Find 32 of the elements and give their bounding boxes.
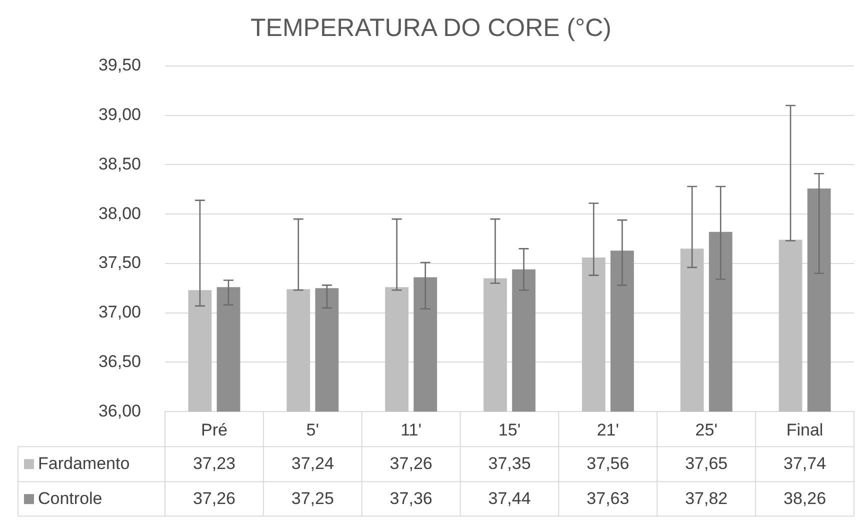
data-label: 37,24 [291, 454, 334, 473]
y-tick-label: 38,00 [98, 204, 141, 223]
y-tick-label: 39,00 [98, 105, 141, 124]
data-label: 37,56 [586, 454, 630, 473]
y-tick-label: 37,50 [98, 253, 141, 272]
x-tick-label: Pré [200, 420, 228, 440]
x-tick-label: 21' [596, 420, 620, 440]
data-label: 37,35 [488, 454, 531, 473]
data-label: 37,36 [390, 488, 432, 508]
y-tick-label: 36,00 [98, 401, 141, 420]
x-tick-label: 5' [306, 420, 319, 440]
x-tick-label: 15' [498, 420, 521, 440]
x-tick-label: 25' [695, 420, 718, 440]
data-label: 37,65 [685, 454, 728, 473]
data-label: 37,26 [192, 488, 236, 508]
data-label: 37,74 [784, 454, 826, 473]
y-tick-label: 36,50 [98, 352, 141, 371]
data-label: 37,26 [390, 454, 432, 473]
y-tick-label: 39,50 [98, 56, 141, 75]
data-label: 37,82 [685, 488, 728, 508]
x-tick-label: 11' [400, 420, 422, 440]
x-tick-label: Final [786, 420, 824, 440]
data-label: 37,25 [291, 488, 334, 508]
data-label: 37,44 [488, 488, 531, 508]
data-label: 37,63 [586, 488, 630, 508]
data-label: 37,23 [192, 454, 236, 473]
legend-label: Controle [38, 488, 102, 508]
chart-title: TEMPERATURA DO CORE (°C) [250, 14, 612, 42]
y-tick-label: 38,50 [98, 154, 141, 174]
y-tick-label: 37,00 [98, 302, 141, 322]
data-label: 38,26 [784, 488, 826, 508]
legend-label: Fardamento [38, 454, 130, 473]
